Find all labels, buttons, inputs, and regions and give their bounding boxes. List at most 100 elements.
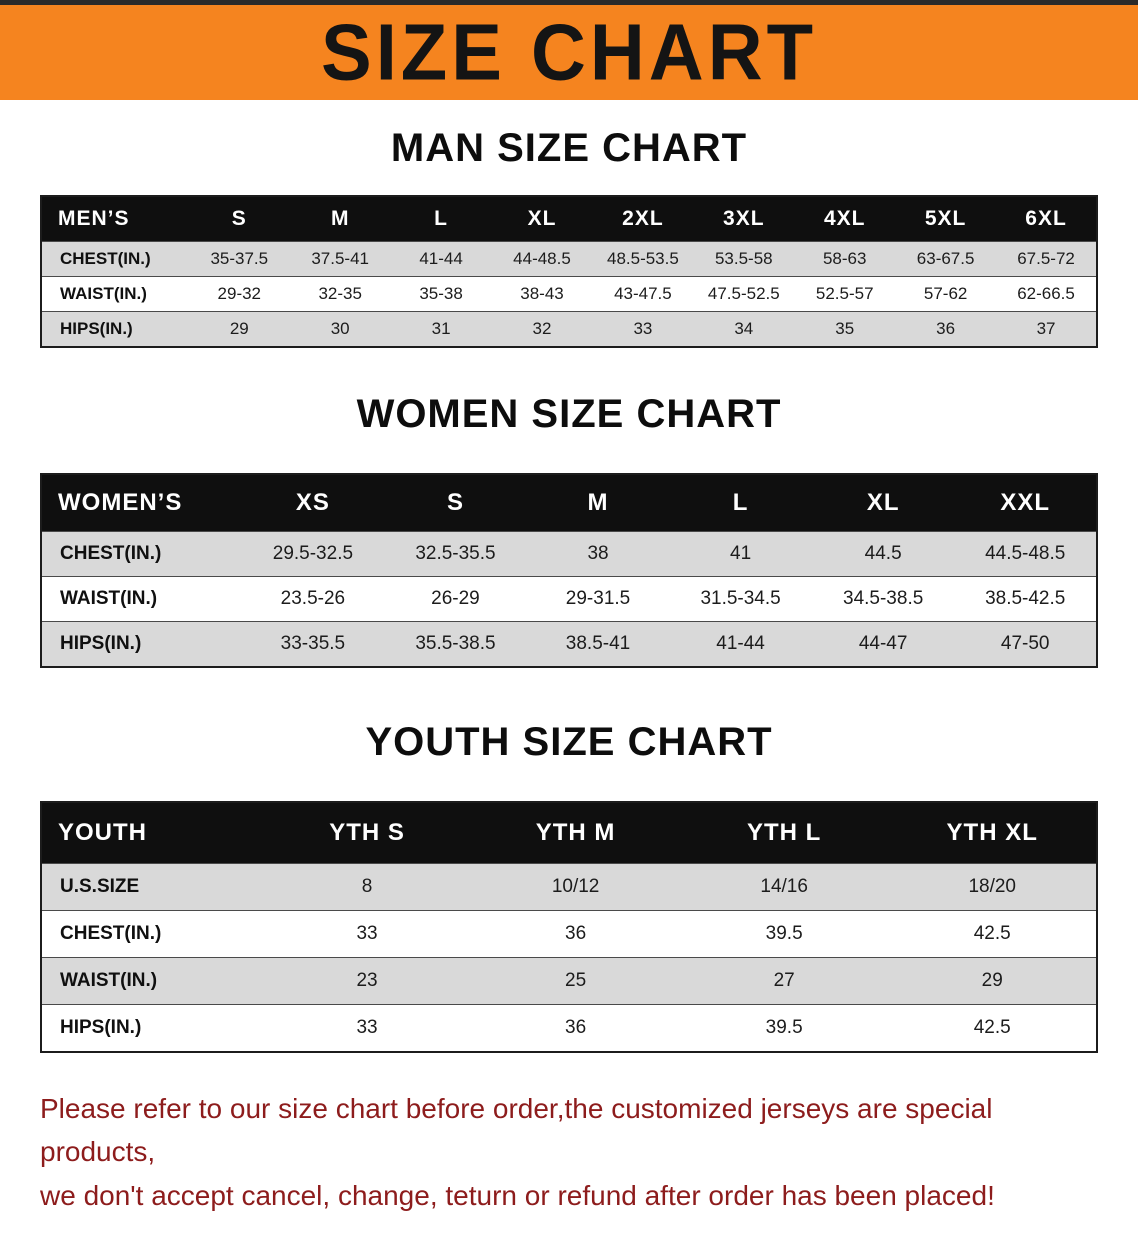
size-header-cell: XL bbox=[811, 474, 955, 532]
value-cell: 33 bbox=[262, 1004, 472, 1053]
row-label-cell: HIPS(IN.) bbox=[41, 311, 189, 348]
value-cell: 32.5-35.5 bbox=[384, 531, 527, 577]
value-cell: 27 bbox=[679, 957, 889, 1005]
row-label-cell: CHEST(IN.) bbox=[41, 910, 263, 958]
value-cell: 29 bbox=[188, 311, 290, 348]
size-header-cell: XS bbox=[241, 474, 385, 532]
value-cell: 38.5-42.5 bbox=[954, 576, 1097, 622]
value-cell: 23 bbox=[262, 957, 472, 1005]
size-header-cell: 3XL bbox=[693, 196, 795, 242]
value-cell: 23.5-26 bbox=[241, 576, 385, 622]
value-cell: 36 bbox=[471, 1004, 680, 1053]
table-row: WAIST(IN.) 23.5-26 26-29 29-31.5 31.5-34.5 34… bbox=[41, 576, 1097, 622]
row-label-cell: WAIST(IN.) bbox=[41, 276, 189, 312]
value-cell: 29-32 bbox=[188, 276, 290, 312]
value-cell: 31.5-34.5 bbox=[669, 576, 812, 622]
value-cell: 29 bbox=[888, 957, 1097, 1005]
value-cell: 44-47 bbox=[811, 621, 955, 668]
value-cell: 34.5-38.5 bbox=[811, 576, 955, 622]
women-size-table: WOMEN’S XS S M L XL XXL CHEST(IN.) 29.5-32.5 32.5… bbox=[40, 473, 1098, 668]
table-title-cell: MEN’S bbox=[41, 196, 189, 242]
value-cell: 37.5-41 bbox=[289, 241, 391, 277]
value-cell: 33-35.5 bbox=[241, 621, 385, 668]
size-header-cell: YTH S bbox=[262, 802, 472, 864]
value-cell: 31 bbox=[390, 311, 492, 348]
value-cell: 33 bbox=[592, 311, 694, 348]
value-cell: 36 bbox=[471, 910, 680, 958]
value-cell: 32 bbox=[491, 311, 593, 348]
size-header-cell: XL bbox=[491, 196, 593, 242]
size-header-cell: YTH L bbox=[679, 802, 889, 864]
row-label-cell: WAIST(IN.) bbox=[41, 957, 263, 1005]
banner: SIZE CHART bbox=[0, 0, 1138, 100]
value-cell: 42.5 bbox=[888, 910, 1097, 958]
row-label-cell: CHEST(IN.) bbox=[41, 531, 242, 577]
value-cell: 63-67.5 bbox=[895, 241, 997, 277]
value-cell: 37 bbox=[996, 311, 1097, 348]
value-cell: 52.5-57 bbox=[794, 276, 896, 312]
value-cell: 14/16 bbox=[679, 863, 889, 911]
value-cell: 35-38 bbox=[390, 276, 492, 312]
size-header-cell: XXL bbox=[954, 474, 1097, 532]
women-section-heading: WOMEN SIZE CHART bbox=[356, 392, 782, 436]
value-cell: 38.5-41 bbox=[526, 621, 670, 668]
value-cell: 58-63 bbox=[794, 241, 896, 277]
men-section-heading: MAN SIZE CHART bbox=[390, 126, 748, 170]
value-cell: 35 bbox=[794, 311, 896, 348]
value-cell: 30 bbox=[289, 311, 391, 348]
value-cell: 34 bbox=[693, 311, 795, 348]
youth-section-heading: YOUTH SIZE CHART bbox=[365, 720, 773, 764]
value-cell: 18/20 bbox=[888, 863, 1097, 911]
value-cell: 42.5 bbox=[888, 1004, 1097, 1053]
table-row: HIPS(IN.) 33-35.5 35.5-38.5 38.5-41 41-44 44-… bbox=[41, 621, 1097, 668]
table-row: HIPS(IN.) 29 30 31 32 33 34 35 36 37 bbox=[41, 311, 1097, 348]
page-title: SIZE CHART bbox=[321, 7, 817, 98]
size-header-cell: YTH XL bbox=[888, 802, 1097, 864]
table-title-cell: WOMEN’S bbox=[41, 474, 242, 532]
table-row: WAIST(IN.) 23 25 27 29 bbox=[41, 957, 1097, 1005]
value-cell: 33 bbox=[262, 910, 472, 958]
section-youth: YOUTH SIZE CHART YOUTH YTH S YTH M YTH L YTH… bbox=[0, 720, 1138, 1053]
value-cell: 43-47.5 bbox=[592, 276, 694, 312]
size-header-cell: 5XL bbox=[895, 196, 997, 242]
value-cell: 62-66.5 bbox=[996, 276, 1097, 312]
row-label-cell: CHEST(IN.) bbox=[41, 241, 189, 277]
table-row: WAIST(IN.) 29-32 32-35 35-38 38-43 43-47.5 47.… bbox=[41, 276, 1097, 312]
section-women: WOMEN SIZE CHART WOMEN’S XS S M L XL XXL CHEST(… bbox=[0, 392, 1138, 668]
value-cell: 47.5-52.5 bbox=[693, 276, 795, 312]
value-cell: 47-50 bbox=[954, 621, 1097, 668]
value-cell: 36 bbox=[895, 311, 997, 348]
men-size-table: MEN’S S M L XL 2XL 3XL 4XL 5XL 6XL CHEST(IN.) 35-37… bbox=[40, 195, 1098, 348]
value-cell: 39.5 bbox=[679, 910, 889, 958]
table-row: CHEST(IN.) 29.5-32.5 32.5-35.5 38 41 44.5 44.5… bbox=[41, 531, 1097, 577]
disclaimer-line-1: Please refer to our size chart before or… bbox=[40, 1093, 993, 1168]
size-header-cell: L bbox=[669, 474, 812, 532]
table-row: U.S.SIZE 8 10/12 14/16 18/20 bbox=[41, 863, 1097, 911]
size-header-cell: M bbox=[289, 196, 391, 242]
row-label-cell: WAIST(IN.) bbox=[41, 576, 242, 622]
value-cell: 8 bbox=[262, 863, 472, 911]
value-cell: 25 bbox=[471, 957, 680, 1005]
table-header-row: WOMEN’S XS S M L XL XXL bbox=[41, 474, 1097, 532]
value-cell: 39.5 bbox=[679, 1004, 889, 1053]
value-cell: 44.5-48.5 bbox=[954, 531, 1097, 577]
disclaimer-line-2: we don't accept cancel, change, teturn o… bbox=[40, 1179, 995, 1211]
value-cell: 38 bbox=[526, 531, 670, 577]
youth-size-table: YOUTH YTH S YTH M YTH L YTH XL U.S.SIZE 8 10/12… bbox=[40, 801, 1098, 1053]
value-cell: 41-44 bbox=[669, 621, 812, 668]
size-header-cell: S bbox=[188, 196, 290, 242]
table-row: CHEST(IN.) 33 36 39.5 42.5 bbox=[41, 910, 1097, 958]
value-cell: 32-35 bbox=[289, 276, 391, 312]
row-label-cell: HIPS(IN.) bbox=[41, 1004, 263, 1053]
value-cell: 35.5-38.5 bbox=[384, 621, 527, 668]
size-header-cell: S bbox=[384, 474, 527, 532]
value-cell: 29.5-32.5 bbox=[241, 531, 385, 577]
value-cell: 35-37.5 bbox=[188, 241, 290, 277]
value-cell: 26-29 bbox=[384, 576, 527, 622]
row-label-cell: U.S.SIZE bbox=[41, 863, 263, 911]
table-header-row: MEN’S S M L XL 2XL 3XL 4XL 5XL 6XL bbox=[41, 196, 1097, 242]
size-header-cell: 6XL bbox=[996, 196, 1097, 242]
value-cell: 53.5-58 bbox=[693, 241, 795, 277]
table-header-row: YOUTH YTH S YTH M YTH L YTH XL bbox=[41, 802, 1097, 864]
